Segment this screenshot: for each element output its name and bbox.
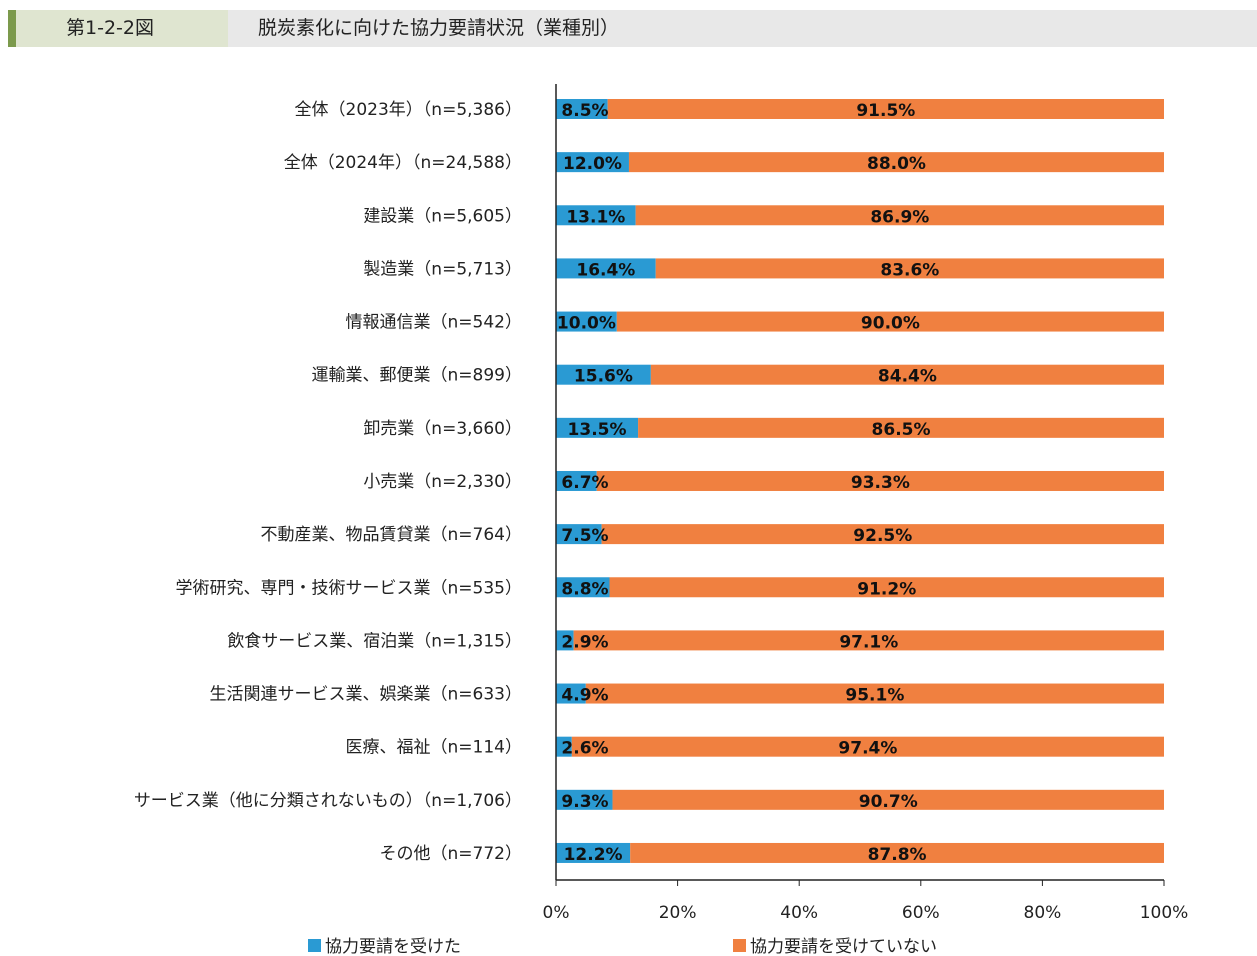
- bar-received: [556, 311, 617, 332]
- bar-not-received: [607, 99, 1164, 119]
- data-label: 90.7%: [859, 792, 918, 812]
- bar-not-received: [655, 258, 1164, 279]
- bar-not-received: [628, 152, 1164, 173]
- data-label: 91.2%: [857, 579, 916, 599]
- data-label: 84.4%: [878, 367, 937, 387]
- category-label: その他（n=772）: [380, 844, 522, 864]
- bar-received: [556, 258, 656, 279]
- category-label: 全体（2023年）（n=5,386）: [295, 100, 522, 120]
- bar-not-received: [616, 311, 1164, 332]
- bar-not-received: [650, 364, 1164, 385]
- x-tick-label: 0%: [543, 903, 570, 923]
- data-label: 2.6%: [561, 739, 608, 759]
- category-label: 情報通信業（n=542）: [346, 313, 522, 333]
- bar-received: [556, 417, 639, 438]
- legend-swatch: [308, 939, 321, 952]
- bar-received: [556, 683, 586, 704]
- bar-not-received: [585, 683, 1164, 704]
- bar-received: [556, 205, 636, 226]
- category-label: 医療、福祉（n=114）: [346, 738, 522, 758]
- figure-number: 第1-2-2図: [16, 10, 228, 47]
- x-tick-label: 80%: [1024, 903, 1062, 923]
- data-label: 8.8%: [561, 579, 608, 599]
- data-label: 4.9%: [561, 686, 608, 706]
- category-label: サービス業（他に分類されないもの）（n=1,706）: [134, 791, 522, 811]
- x-tick-label: 40%: [780, 903, 818, 923]
- category-label: 不動産業、物品賃貸業（n=764）: [261, 525, 522, 545]
- bar-received: [556, 736, 572, 757]
- data-label: 97.4%: [838, 739, 897, 759]
- category-label: 卸売業（n=3,660）: [363, 419, 522, 439]
- figure-title: 脱炭素化に向けた協力要請状況（業種別）: [258, 17, 620, 39]
- category-label: 建設業（n=5,605）: [363, 206, 522, 226]
- data-label: 83.6%: [880, 260, 939, 280]
- category-label: 学術研究、専門・技術サービス業（n=535）: [176, 578, 522, 598]
- header-accent-stripe: [8, 10, 16, 47]
- bar-not-received: [601, 524, 1164, 545]
- data-label: 2.9%: [561, 632, 608, 652]
- category-label: 小売業（n=2,330）: [363, 472, 522, 492]
- data-label: 13.1%: [566, 207, 625, 227]
- data-label: 15.6%: [574, 367, 633, 387]
- data-label: 95.1%: [845, 686, 904, 706]
- bar-received: [556, 842, 631, 863]
- bar-received: [556, 364, 651, 385]
- bar-not-received: [573, 630, 1164, 651]
- bar-not-received: [609, 577, 1164, 598]
- bar-not-received: [638, 417, 1164, 438]
- category-label: 全体（2024年）（n=24,588）: [284, 153, 522, 173]
- bar-received: [556, 789, 613, 810]
- x-tick-label: 100%: [1140, 903, 1189, 923]
- data-label: 86.5%: [872, 420, 931, 440]
- data-label: 8.5%: [561, 101, 608, 121]
- data-label: 91.5%: [856, 101, 915, 121]
- category-label: 生活関連サービス業、娯楽業（n=633）: [210, 685, 522, 705]
- data-label: 13.5%: [568, 420, 627, 440]
- bar-not-received: [571, 736, 1164, 757]
- bar-received: [556, 630, 574, 651]
- data-label: 87.8%: [868, 845, 927, 865]
- data-label: 90.0%: [861, 314, 920, 334]
- legend-swatch: [733, 939, 746, 952]
- data-label: 6.7%: [561, 473, 608, 493]
- legend-label: 協力要請を受けていない: [750, 937, 937, 956]
- data-label: 88.0%: [867, 154, 926, 174]
- bar-not-received: [612, 789, 1164, 810]
- bar-not-received: [596, 470, 1164, 491]
- bar-not-received: [630, 842, 1164, 863]
- data-label: 12.2%: [564, 845, 623, 865]
- bar-received: [556, 577, 610, 598]
- bar-received: [556, 99, 608, 119]
- x-tick-label: 20%: [659, 903, 697, 923]
- data-label: 12.0%: [563, 154, 622, 174]
- data-label: 93.3%: [851, 473, 910, 493]
- bar-received: [556, 152, 629, 173]
- bar-received: [556, 470, 597, 491]
- data-label: 97.1%: [839, 632, 898, 652]
- data-label: 92.5%: [853, 526, 912, 546]
- x-tick-label: 60%: [902, 903, 940, 923]
- bar-not-received: [635, 205, 1164, 226]
- figure-header: 第1-2-2図 脱炭素化に向けた協力要請状況（業種別）: [8, 10, 1257, 47]
- data-label: 86.9%: [870, 207, 929, 227]
- legend-label: 協力要請を受けた: [325, 937, 461, 956]
- data-label: 9.3%: [561, 792, 608, 812]
- category-label: 製造業（n=5,713）: [363, 259, 522, 279]
- data-label: 10.0%: [557, 314, 616, 334]
- category-label: 運輸業、郵便業（n=899）: [312, 366, 522, 386]
- category-label: 飲食サービス業、宿泊業（n=1,315）: [227, 631, 522, 651]
- data-label: 16.4%: [576, 260, 635, 280]
- bar-received: [556, 524, 602, 545]
- data-label: 7.5%: [561, 526, 608, 546]
